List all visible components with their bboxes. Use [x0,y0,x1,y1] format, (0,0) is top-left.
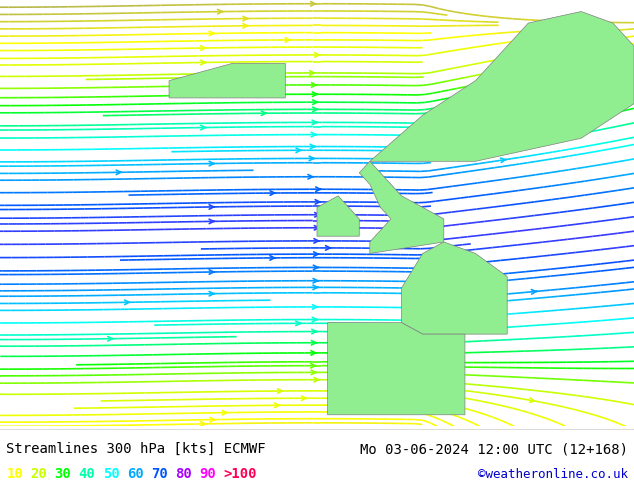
FancyArrowPatch shape [309,156,314,161]
FancyArrowPatch shape [531,290,536,294]
Text: Mo 03-06-2024 12:00 UTC (12+168): Mo 03-06-2024 12:00 UTC (12+168) [359,442,628,456]
FancyArrowPatch shape [312,318,318,322]
FancyArrowPatch shape [311,351,316,355]
FancyArrowPatch shape [314,53,320,57]
FancyArrowPatch shape [315,200,320,204]
FancyArrowPatch shape [201,125,206,130]
Text: 10: 10 [6,467,23,481]
FancyArrowPatch shape [313,107,318,112]
Text: ©weatheronline.co.uk: ©weatheronline.co.uk [477,467,628,481]
FancyArrowPatch shape [285,38,290,42]
FancyArrowPatch shape [326,245,331,250]
FancyArrowPatch shape [209,205,214,209]
Text: 60: 60 [127,467,143,481]
FancyArrowPatch shape [296,148,301,152]
Text: 90: 90 [199,467,216,481]
FancyArrowPatch shape [275,403,280,408]
FancyArrowPatch shape [209,31,214,36]
Polygon shape [169,63,285,98]
FancyArrowPatch shape [244,75,249,79]
FancyArrowPatch shape [316,187,321,192]
FancyArrowPatch shape [311,370,316,375]
FancyArrowPatch shape [270,256,275,260]
Text: >100: >100 [223,467,257,481]
FancyArrowPatch shape [353,360,358,364]
FancyArrowPatch shape [314,213,320,217]
FancyArrowPatch shape [311,364,316,368]
Polygon shape [328,322,465,415]
FancyArrowPatch shape [313,100,318,104]
FancyArrowPatch shape [209,292,214,296]
FancyArrowPatch shape [270,191,275,196]
FancyArrowPatch shape [201,422,206,426]
FancyArrowPatch shape [312,120,317,124]
FancyArrowPatch shape [313,305,318,309]
FancyArrowPatch shape [311,341,316,345]
FancyArrowPatch shape [314,239,319,243]
FancyArrowPatch shape [296,321,301,325]
FancyArrowPatch shape [201,60,206,65]
FancyArrowPatch shape [311,132,316,137]
FancyArrowPatch shape [529,398,535,402]
FancyArrowPatch shape [313,278,318,283]
FancyArrowPatch shape [222,411,228,415]
Text: 50: 50 [103,467,119,481]
FancyArrowPatch shape [217,9,223,14]
Polygon shape [370,12,634,161]
FancyArrowPatch shape [243,24,248,28]
FancyArrowPatch shape [310,145,315,149]
FancyArrowPatch shape [108,337,113,341]
FancyArrowPatch shape [314,225,320,230]
FancyArrowPatch shape [209,270,214,274]
FancyArrowPatch shape [301,396,307,400]
FancyArrowPatch shape [311,1,316,6]
Polygon shape [401,242,507,334]
FancyArrowPatch shape [201,46,206,50]
FancyArrowPatch shape [314,252,319,256]
Text: 30: 30 [55,467,71,481]
FancyArrowPatch shape [243,16,248,21]
FancyArrowPatch shape [501,158,506,163]
Text: Streamlines 300 hPa [kts] ECMWF: Streamlines 300 hPa [kts] ECMWF [6,442,266,456]
FancyArrowPatch shape [278,389,283,393]
FancyArrowPatch shape [209,219,214,223]
FancyArrowPatch shape [312,329,317,334]
FancyArrowPatch shape [313,92,318,97]
Polygon shape [359,161,444,253]
FancyArrowPatch shape [311,83,316,87]
FancyArrowPatch shape [313,285,318,290]
Text: 70: 70 [151,467,167,481]
FancyArrowPatch shape [125,300,130,305]
FancyArrowPatch shape [314,377,319,382]
Text: 20: 20 [30,467,47,481]
Text: 80: 80 [175,467,191,481]
Polygon shape [317,196,359,236]
FancyArrowPatch shape [209,161,214,166]
FancyArrowPatch shape [308,174,313,179]
Text: 40: 40 [79,467,95,481]
FancyArrowPatch shape [261,111,266,116]
FancyArrowPatch shape [313,265,318,270]
FancyArrowPatch shape [309,71,315,75]
FancyArrowPatch shape [116,170,121,174]
FancyArrowPatch shape [210,417,215,422]
